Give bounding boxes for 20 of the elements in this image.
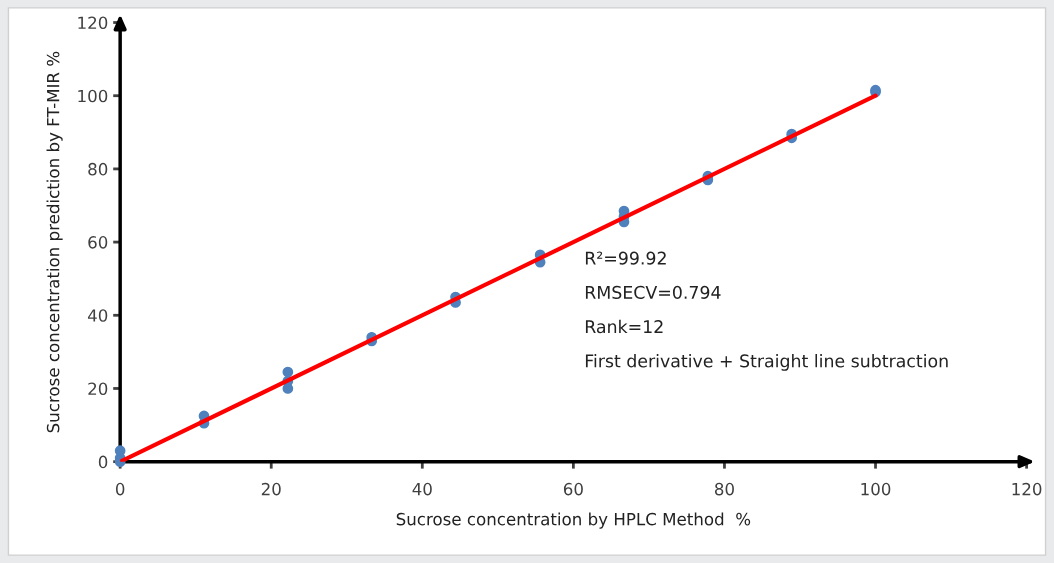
annotation: R²=99.92 [585, 251, 666, 265]
y-tick-label: 120 [78, 16, 108, 30]
annotation: RMSECV=0.794 [585, 285, 721, 299]
y-tick-label: 0 [98, 455, 108, 469]
annotation: First derivative + Straight line subtraction [585, 354, 948, 371]
x-tick-label: 100 [861, 482, 891, 496]
x-tick-label: 0 [115, 482, 125, 496]
y-tick-label: 80 [88, 162, 108, 176]
y-tick-label: 20 [88, 382, 108, 396]
x-tick-label: 40 [412, 482, 432, 496]
x-tick-label: 20 [261, 482, 281, 496]
y-tick-label: 40 [87, 309, 108, 322]
x-tick-label: 120 [1012, 482, 1042, 496]
x-axis-title: Sucrose concentration by HPLC Method % [396, 512, 751, 529]
x-tick-label: 80 [714, 482, 734, 496]
x-tick-label: 60 [563, 482, 583, 496]
y-tick-label: 100 [78, 89, 108, 103]
y-tick-label: 60 [88, 236, 108, 249]
y-axis-title: Sucrose concentration prediction by FT-MIR % [46, 51, 63, 433]
annotation: Rank=12 [585, 319, 663, 334]
